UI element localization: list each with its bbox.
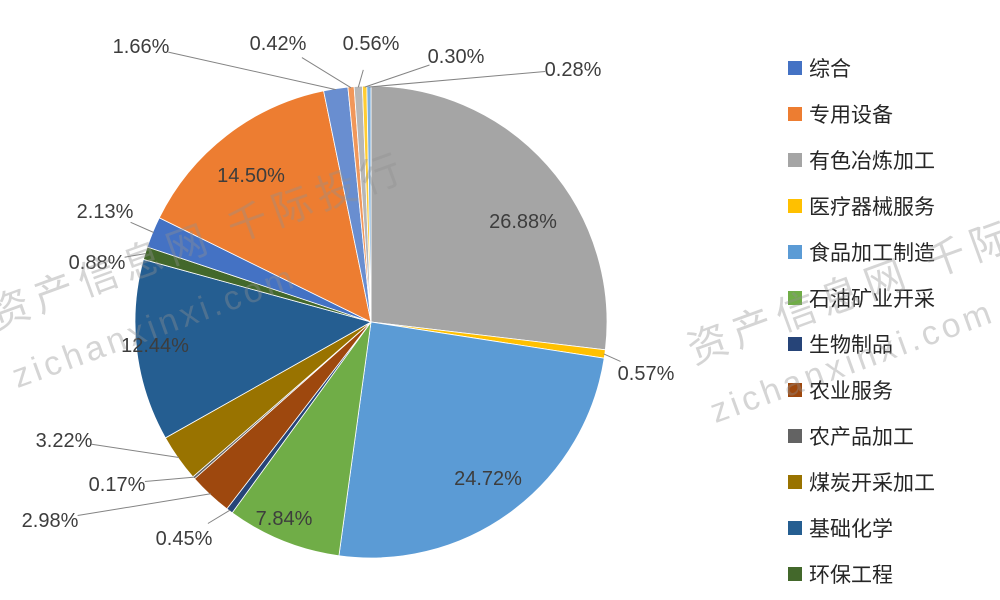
slice-label-pct-0.3: 0.30% bbox=[428, 46, 485, 68]
legend-swatch-icon bbox=[788, 567, 802, 581]
legend-label: 综合 bbox=[809, 58, 851, 81]
slice-label-专用设备: 14.50% bbox=[217, 165, 285, 187]
legend-item-综合[interactable]: 综合 bbox=[788, 55, 935, 81]
legend-swatch-icon bbox=[788, 153, 802, 167]
slice-label-石油矿业开采: 7.84% bbox=[256, 508, 313, 530]
legend-swatch-icon bbox=[788, 383, 802, 397]
legend-item-有色冶炼加工[interactable]: 有色冶炼加工 bbox=[788, 147, 935, 173]
slice-label-有色冶炼加工: 26.88% bbox=[489, 211, 557, 233]
slice-label-环保工程: 0.88% bbox=[69, 252, 126, 274]
legend-swatch-icon bbox=[788, 199, 802, 213]
legend-item-基础化学[interactable]: 基础化学 bbox=[788, 515, 935, 541]
legend-swatch-icon bbox=[788, 107, 802, 121]
legend-label: 环保工程 bbox=[809, 564, 893, 587]
slice-label-pct-0.28: 0.28% bbox=[545, 59, 602, 81]
legend-label: 生物制品 bbox=[809, 334, 893, 357]
slice-label-农业服务: 2.98% bbox=[22, 510, 79, 532]
legend-swatch-icon bbox=[788, 61, 802, 75]
legend-swatch-icon bbox=[788, 429, 802, 443]
legend-swatch-icon bbox=[788, 475, 802, 489]
pie-slice-食品加工制造[interactable] bbox=[338, 321, 605, 559]
pie-slice-有色冶炼加工[interactable] bbox=[370, 85, 608, 351]
slice-label-煤炭开采加工: 3.22% bbox=[36, 430, 93, 452]
leader-line bbox=[364, 64, 430, 88]
legend-item-煤炭开采加工[interactable]: 煤炭开采加工 bbox=[788, 469, 935, 495]
legend-swatch-icon bbox=[788, 337, 802, 351]
leader-line bbox=[207, 509, 231, 524]
slice-label-pct-0.56: 0.56% bbox=[343, 33, 400, 55]
legend-item-专用设备[interactable]: 专用设备 bbox=[788, 101, 935, 127]
slice-label-农产品加工: 0.17% bbox=[89, 474, 146, 496]
leader-line bbox=[130, 221, 154, 233]
slice-label-综合: 2.13% bbox=[77, 201, 134, 223]
legend: 综合专用设备有色冶炼加工 医疗器械服务 食品加工制造 石油矿业开采 生物制品农业服务农产… bbox=[788, 55, 935, 587]
legend-label: 有色冶炼加工 bbox=[809, 150, 935, 173]
leader-line bbox=[144, 476, 195, 482]
legend-label: 食品加工制造 bbox=[809, 242, 935, 265]
legend-item-农业服务[interactable]: 农业服务 bbox=[788, 377, 935, 403]
legend-label: 石油矿业开采 bbox=[809, 288, 935, 311]
legend-swatch-icon bbox=[788, 291, 802, 305]
leader-line bbox=[91, 443, 180, 458]
legend-label: 煤炭开采加工 bbox=[809, 472, 935, 495]
legend-item-石油矿业开采[interactable]: 石油矿业开采 bbox=[788, 285, 935, 311]
leader-line bbox=[368, 71, 546, 88]
pie-slice-专用设备[interactable] bbox=[158, 90, 372, 323]
pie-slice-石油矿业开采[interactable] bbox=[231, 321, 372, 557]
legend-swatch-icon bbox=[788, 521, 802, 535]
legend-label: 农业服务 bbox=[809, 380, 893, 403]
slice-label-pct-0.42: 0.42% bbox=[250, 33, 307, 55]
slice-label-生物制品: 0.45% bbox=[156, 528, 213, 550]
slice-label-医疗器械服务: 0.57% bbox=[618, 363, 675, 385]
pie-slice-基础化学[interactable] bbox=[134, 258, 373, 439]
slice-label-食品加工制造: 24.72% bbox=[454, 468, 522, 490]
legend-item-农产品加工[interactable]: 农产品加工 bbox=[788, 423, 935, 449]
leader-line bbox=[168, 51, 336, 91]
legend-item-生物制品[interactable]: 生物制品 bbox=[788, 331, 935, 357]
leader-line bbox=[603, 353, 621, 362]
legend-label: 基础化学 bbox=[809, 518, 893, 541]
leader-line bbox=[124, 253, 147, 258]
legend-item-环保工程[interactable]: 环保工程 bbox=[788, 561, 935, 587]
legend-label: 农产品加工 bbox=[809, 426, 914, 449]
slice-label-pct-1.66: 1.66% bbox=[113, 36, 170, 58]
legend-label: 专用设备 bbox=[809, 104, 893, 127]
legend-item-医疗器械服务[interactable]: 医疗器械服务 bbox=[788, 193, 935, 219]
leader-line bbox=[77, 493, 211, 516]
legend-item-食品加工制造[interactable]: 食品加工制造 bbox=[788, 239, 935, 265]
legend-swatch-icon bbox=[788, 245, 802, 259]
slice-label-基础化学: 12.44% bbox=[121, 335, 189, 357]
legend-label: 医疗器械服务 bbox=[809, 196, 935, 219]
leader-line bbox=[357, 69, 364, 88]
leader-line bbox=[301, 57, 352, 89]
